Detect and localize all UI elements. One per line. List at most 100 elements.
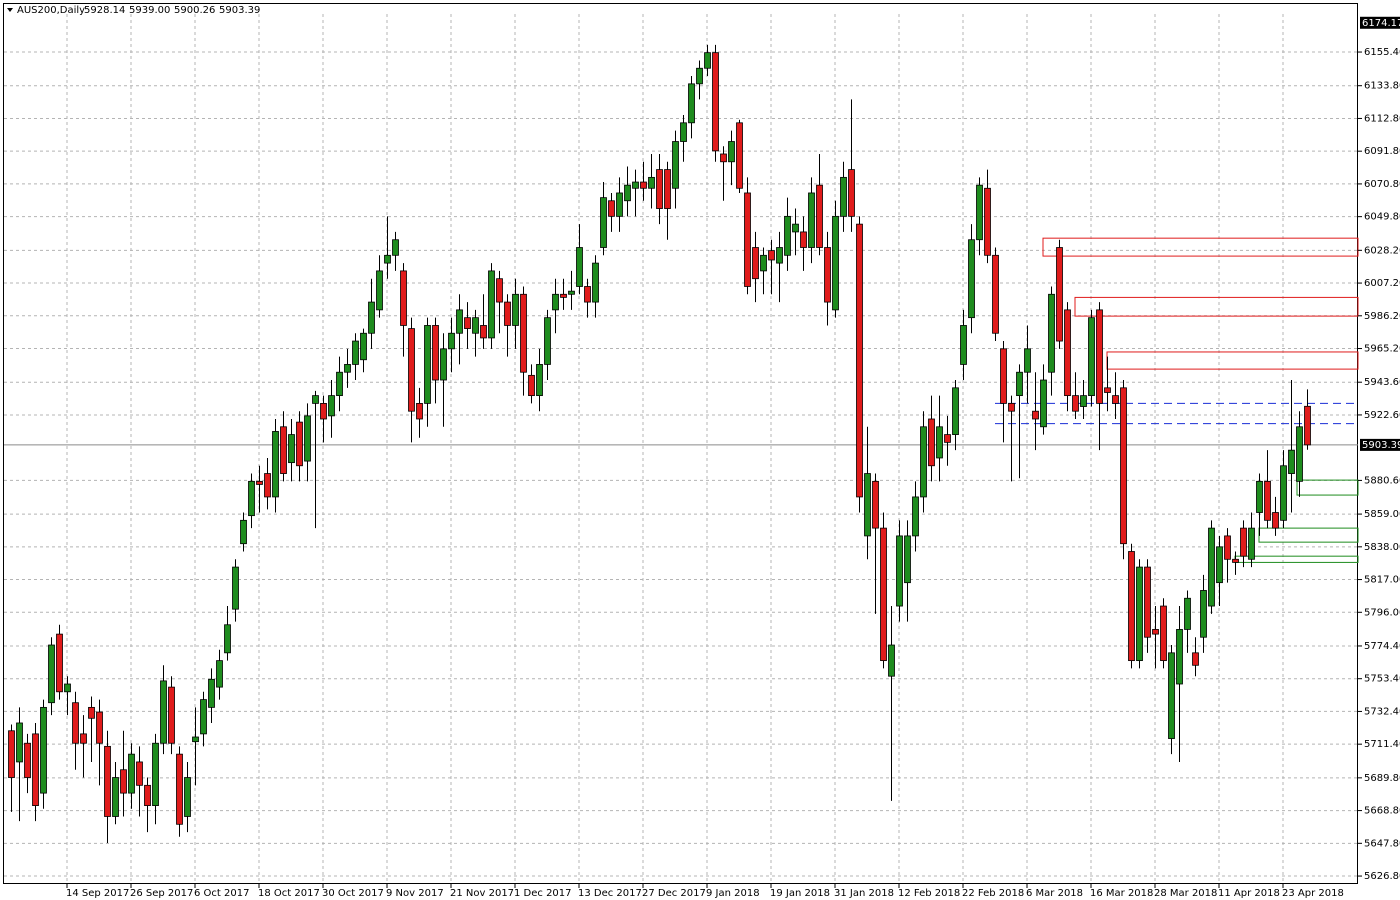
candle-body	[600, 197, 607, 248]
candle-body	[56, 633, 63, 693]
y-tick-label: 6091.80	[1364, 146, 1400, 157]
candle-body	[336, 371, 343, 397]
candle-body	[1104, 387, 1111, 393]
candle-body	[936, 426, 943, 459]
candle-body	[96, 711, 103, 744]
candle-body	[768, 250, 775, 261]
candle-body	[992, 254, 999, 334]
candle-body	[576, 247, 583, 287]
x-tick-label: 13 Dec 2017	[578, 888, 642, 899]
x-tick-label: 9 Jan 2018	[706, 888, 760, 899]
candle-body	[408, 328, 415, 412]
candle-body	[400, 270, 407, 326]
candle-body	[232, 566, 239, 610]
x-tick-label: 23 Apr 2018	[1282, 888, 1344, 899]
candle-body	[896, 535, 903, 607]
candle-body	[1024, 348, 1031, 373]
plot-frame	[3, 3, 1358, 884]
candle-body	[536, 364, 543, 397]
y-tick-label: 5922.60	[1364, 410, 1400, 421]
candle-body	[312, 395, 319, 404]
zones	[4, 237, 1359, 563]
candle-body	[640, 181, 647, 189]
candle-body	[1144, 566, 1151, 638]
candle-body	[704, 52, 711, 69]
x-tick-label: 12 Feb 2018	[898, 888, 960, 899]
candle-body	[200, 699, 207, 735]
candle-body	[424, 325, 431, 404]
candle-body	[912, 496, 919, 537]
candle-body	[240, 519, 247, 545]
candle-body	[744, 192, 751, 287]
candle-body	[592, 262, 599, 303]
candle-body	[776, 247, 783, 264]
candle-body	[968, 239, 975, 319]
candle-body	[920, 426, 927, 498]
candle-body	[296, 421, 303, 467]
y-tick-label: 5626.80	[1364, 871, 1400, 882]
candle-body	[656, 169, 663, 209]
y-tick-label: 5711.40	[1364, 739, 1400, 750]
candle-body	[208, 678, 215, 708]
candle-body	[816, 184, 823, 248]
candle-body	[880, 527, 887, 662]
candle-body	[456, 309, 463, 334]
candle-body	[696, 67, 703, 85]
candle-body	[608, 200, 615, 217]
candle-body	[416, 403, 423, 420]
x-tick-label: 27 Dec 2017	[642, 888, 706, 899]
candle-body	[256, 480, 263, 485]
candle-body	[800, 231, 807, 248]
x-tick-label: 6 Oct 2017	[194, 888, 249, 899]
y-tick-label: 6133.80	[1364, 81, 1400, 92]
candle-body	[1200, 590, 1207, 638]
candle-body	[1224, 535, 1231, 560]
candle-body	[1272, 512, 1279, 529]
candle-body	[288, 434, 295, 464]
x-tick-label: 30 Oct 2017	[322, 888, 384, 899]
candle-body	[328, 395, 335, 417]
candle-body	[152, 742, 159, 806]
candle-body	[264, 473, 271, 498]
y-tick-label: 5753.40	[1364, 674, 1400, 685]
candle-body	[1280, 465, 1287, 521]
candle-body	[552, 293, 559, 311]
candle-body	[1256, 480, 1263, 513]
y-tick-label: 6112.80	[1364, 113, 1400, 124]
candle-body	[280, 426, 287, 474]
candle-body	[792, 223, 799, 233]
candle-body	[904, 535, 911, 584]
menu-icon[interactable]	[7, 8, 13, 12]
candle-body	[344, 364, 351, 373]
y-tick-label: 6007.20	[1364, 278, 1400, 289]
candle-body	[560, 293, 567, 298]
candle-body	[496, 278, 503, 303]
candle-body	[32, 733, 39, 806]
candle-body	[1248, 527, 1255, 560]
candle-body	[112, 777, 119, 817]
last-price-label-box	[1360, 438, 1400, 451]
y-tick-label: 6049.80	[1364, 212, 1400, 223]
y-tick-label: 6070.80	[1364, 179, 1400, 190]
candle-body	[352, 340, 359, 365]
candle-body	[1112, 395, 1119, 404]
y-tick-label: 6028.20	[1364, 245, 1400, 256]
candle-body	[1232, 558, 1239, 563]
candle-body	[128, 753, 135, 794]
y-tick-label: 5838.00	[1364, 542, 1400, 553]
candle-body	[856, 223, 863, 498]
candle-body	[984, 187, 991, 256]
supply-zone	[1042, 237, 1359, 257]
candle-body	[88, 706, 95, 719]
x-tick-label: 6 Mar 2018	[1026, 888, 1083, 899]
grid	[4, 14, 1358, 884]
x-tick-label: 22 Feb 2018	[962, 888, 1024, 899]
x-tick-label: 9 Nov 2017	[386, 888, 444, 899]
candle-body	[1304, 405, 1311, 446]
candle-body	[1120, 387, 1127, 545]
candle-body	[1208, 527, 1215, 607]
candle-body	[72, 702, 79, 744]
candle-body	[192, 736, 199, 743]
